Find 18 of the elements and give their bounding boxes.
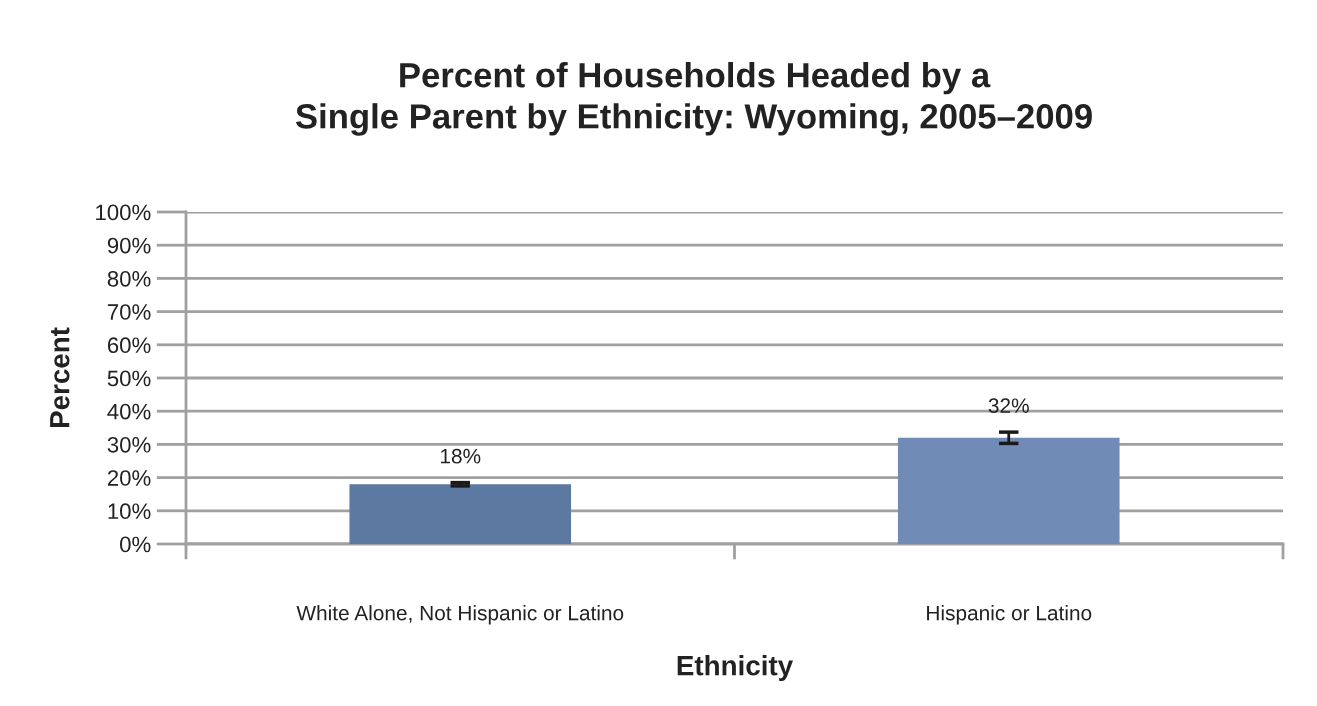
y-tick-label: 60%: [107, 337, 151, 354]
data-label: 18%: [440, 448, 481, 464]
y-tick-label: 40%: [107, 403, 151, 420]
chart-title: Percent of Households Headed by a Single Parent by Ethnicity: Wyoming, 2005–2009: [295, 62, 1092, 136]
y-tick-label: 80%: [107, 270, 151, 287]
y-axis-title: Percent: [50, 327, 70, 428]
y-tick-label: 20%: [107, 470, 151, 486]
y-tick-label: 70%: [107, 304, 151, 320]
y-tick-label: 90%: [107, 237, 151, 254]
y-tick-label: 10%: [108, 503, 151, 520]
x-tick-label: Hispanic or Latino: [927, 605, 1092, 625]
y-tick-label: 30%: [107, 436, 151, 453]
data-label: 32%: [988, 398, 1029, 414]
y-tick-label: 0%: [120, 536, 151, 553]
x-tick-label: White Alone, Not Hispanic or Latino: [296, 605, 624, 625]
y-tick-label: 50%: [107, 370, 151, 387]
x-axis-title: Ethnicity: [677, 655, 793, 681]
y-tick-label: 100%: [96, 204, 151, 221]
